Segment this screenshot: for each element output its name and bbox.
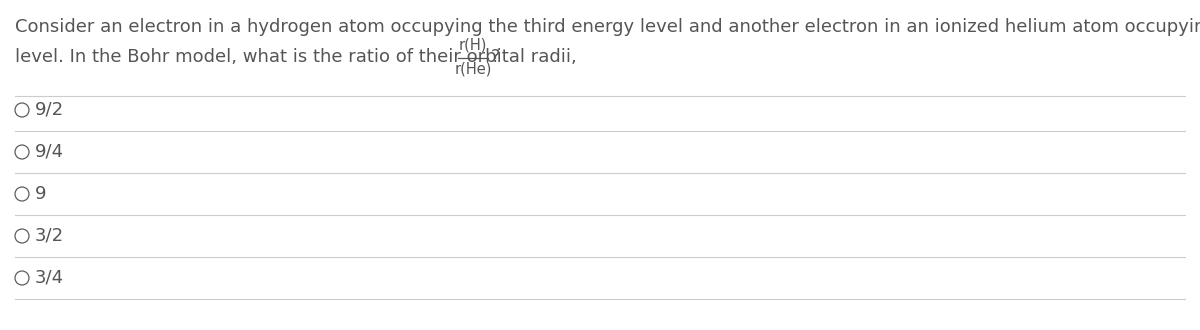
Text: Consider an electron in a hydrogen atom occupying the third energy level and ano: Consider an electron in a hydrogen atom …: [14, 18, 1200, 36]
Text: r(He): r(He): [455, 62, 492, 77]
Text: 9/4: 9/4: [35, 143, 64, 161]
Text: 3/4: 3/4: [35, 269, 64, 287]
Text: 9: 9: [35, 185, 47, 203]
Text: r(H): r(H): [458, 38, 487, 53]
Text: 9/2: 9/2: [35, 101, 64, 119]
Text: 3/2: 3/2: [35, 227, 64, 245]
Text: ?: ?: [491, 48, 500, 66]
Text: level. In the Bohr model, what is the ratio of their orbital radii,: level. In the Bohr model, what is the ra…: [14, 48, 577, 66]
